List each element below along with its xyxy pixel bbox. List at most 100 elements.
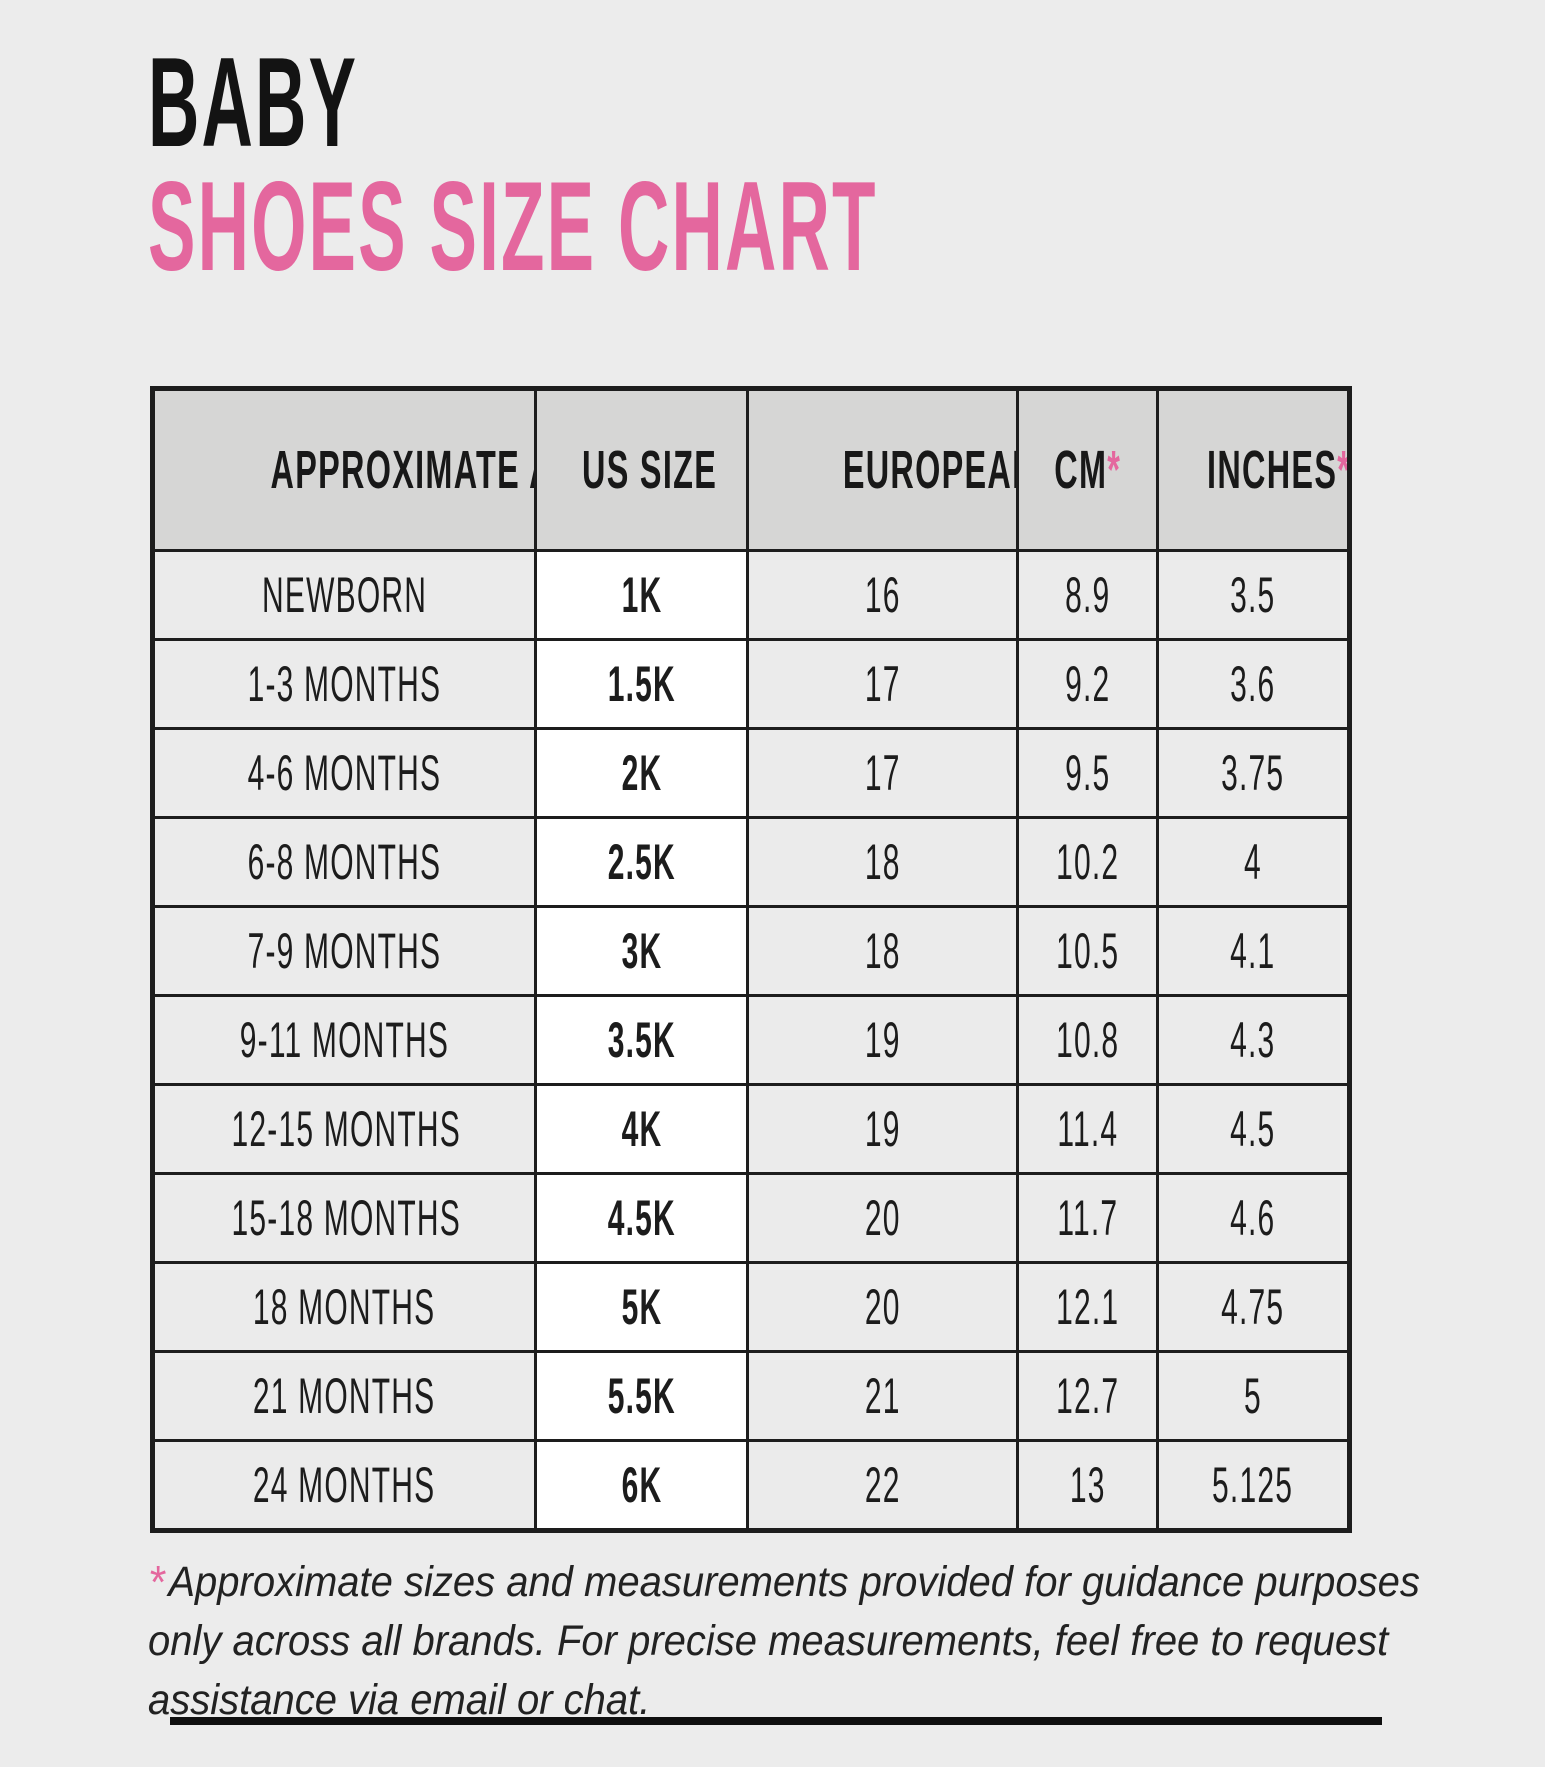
age-value: NEWBORN <box>261 567 428 623</box>
inches-value: 5.125 <box>1212 1457 1294 1513</box>
cell-inches: 3.6 <box>1156 638 1351 730</box>
footnote-line-1: Approximate sizes and measurements provi… <box>168 1558 1420 1606</box>
cell-inches: 4.1 <box>1156 905 1351 997</box>
european-size-value: 16 <box>864 567 901 623</box>
age-value: 15-18 MONTHS <box>231 1190 461 1246</box>
cell-us-size: 4.5K <box>534 1172 749 1264</box>
us-size-value: 5.5K <box>607 1368 676 1424</box>
inches-value: 3.5 <box>1230 567 1276 623</box>
cell-inches: 4.3 <box>1156 994 1351 1086</box>
cell-us-size: 2K <box>534 727 749 819</box>
us-size-value: 4.5K <box>607 1190 676 1246</box>
header-european-size: EUROPEAN SIZE <box>746 387 1019 552</box>
european-size-value: 18 <box>864 923 901 979</box>
cell-cm: 13 <box>1016 1439 1159 1532</box>
us-size-value: 5K <box>621 1279 662 1335</box>
footnote-line-2: only across all brands. For precise meas… <box>148 1617 1389 1665</box>
cell-inches: 3.75 <box>1156 727 1351 819</box>
cm-value: 8.9 <box>1064 567 1111 623</box>
table-row: 4-6 MONTHS 2K 17 9.5 3.75 <box>151 727 1351 819</box>
cell-us-size: 3K <box>534 905 749 997</box>
age-value: 1-3 MONTHS <box>247 656 442 712</box>
header-inches: INCHES* <box>1156 387 1351 552</box>
age-value: 9-11 MONTHS <box>239 1012 450 1068</box>
cell-cm: 11.4 <box>1016 1083 1159 1175</box>
table-row: 1-3 MONTHS 1.5K 17 9.2 3.6 <box>151 638 1351 730</box>
cell-age: 24 MONTHS <box>151 1439 537 1532</box>
header-approximate-age: APPROXIMATE AGE* <box>151 387 537 552</box>
cell-cm: 9.5 <box>1016 727 1159 819</box>
us-size-value: 4K <box>621 1101 662 1157</box>
inches-value: 4.6 <box>1230 1190 1276 1246</box>
cm-value: 10.5 <box>1055 923 1120 979</box>
cell-inches: 5.125 <box>1156 1439 1351 1532</box>
cell-european-size: 21 <box>746 1350 1019 1442</box>
age-value: 4-6 MONTHS <box>247 745 442 801</box>
cm-value: 10.8 <box>1055 1012 1120 1068</box>
european-size-value: 22 <box>864 1457 901 1513</box>
cell-us-size: 6K <box>534 1439 749 1532</box>
age-value: 24 MONTHS <box>253 1457 436 1513</box>
us-size-value: 2K <box>621 745 662 801</box>
european-size-value: 21 <box>864 1368 901 1424</box>
title-line-baby: BABY <box>148 31 359 173</box>
header-cm: CM* <box>1016 387 1159 552</box>
pink-asterisk: * <box>1337 440 1346 500</box>
cell-inches: 4.6 <box>1156 1172 1351 1264</box>
cell-cm: 10.8 <box>1016 994 1159 1086</box>
european-size-value: 19 <box>864 1101 901 1157</box>
cell-european-size: 22 <box>746 1439 1019 1532</box>
us-size-value: 6K <box>621 1457 662 1513</box>
cm-value: 12.7 <box>1055 1368 1120 1424</box>
header-label: EUROPEAN SIZE <box>842 440 1018 500</box>
cell-european-size: 17 <box>746 638 1019 730</box>
inches-value: 4.3 <box>1230 1012 1276 1068</box>
table-row: 24 MONTHS 6K 22 13 5.125 <box>151 1439 1351 1532</box>
us-size-value: 2.5K <box>607 834 676 890</box>
cell-european-size: 19 <box>746 1083 1019 1175</box>
cell-us-size: 5K <box>534 1261 749 1353</box>
cell-inches: 4.75 <box>1156 1261 1351 1353</box>
footnote-line-3: assistance via email or chat. <box>148 1676 651 1724</box>
european-size-value: 20 <box>864 1279 901 1335</box>
cm-value: 13 <box>1069 1457 1106 1513</box>
european-size-value: 17 <box>864 656 901 712</box>
cell-european-size: 19 <box>746 994 1019 1086</box>
cell-european-size: 17 <box>746 727 1019 819</box>
cell-inches: 5 <box>1156 1350 1351 1442</box>
cm-value: 12.1 <box>1055 1279 1120 1335</box>
table-row: NEWBORN 1K 16 8.9 3.5 <box>151 549 1351 641</box>
us-size-value: 1K <box>621 567 662 623</box>
header-label: CM <box>1054 440 1108 500</box>
cell-age: 1-3 MONTHS <box>151 638 537 730</box>
cell-us-size: 2.5K <box>534 816 749 908</box>
european-size-value: 18 <box>864 834 901 890</box>
us-size-value: 3.5K <box>607 1012 676 1068</box>
table-row: 21 MONTHS 5.5K 21 12.7 5 <box>151 1350 1351 1442</box>
age-value: 6-8 MONTHS <box>247 834 442 890</box>
cell-european-size: 20 <box>746 1261 1019 1353</box>
cell-us-size: 1.5K <box>534 638 749 730</box>
cell-age: 6-8 MONTHS <box>151 816 537 908</box>
cm-value: 9.2 <box>1064 656 1111 712</box>
cell-age: 15-18 MONTHS <box>151 1172 537 1264</box>
cell-age: 18 MONTHS <box>151 1261 537 1353</box>
cell-european-size: 18 <box>746 816 1019 908</box>
header-us-size: US SIZE <box>534 387 749 552</box>
table-row: 18 MONTHS 5K 20 12.1 4.75 <box>151 1261 1351 1353</box>
inches-value: 4.1 <box>1230 923 1276 979</box>
pink-asterisk: * <box>1107 440 1121 500</box>
cell-cm: 10.5 <box>1016 905 1159 997</box>
european-size-value: 20 <box>864 1190 901 1246</box>
table-body: NEWBORN 1K 16 8.9 3.5 1-3 MONTHS 1.5K 17… <box>151 549 1351 1532</box>
age-value: 21 MONTHS <box>253 1368 436 1424</box>
size-chart-table: APPROXIMATE AGE* US SIZE EUROPEAN SIZE C… <box>150 386 1352 1533</box>
us-size-value: 3K <box>621 923 662 979</box>
cell-european-size: 20 <box>746 1172 1019 1264</box>
cell-cm: 9.2 <box>1016 638 1159 730</box>
header-label: APPROXIMATE AGE <box>270 440 533 500</box>
table-row: 12-15 MONTHS 4K 19 11.4 4.5 <box>151 1083 1351 1175</box>
title-line-shoes-size-chart: SHOES SIZE CHART <box>148 155 878 297</box>
cm-value: 11.4 <box>1057 1101 1118 1157</box>
